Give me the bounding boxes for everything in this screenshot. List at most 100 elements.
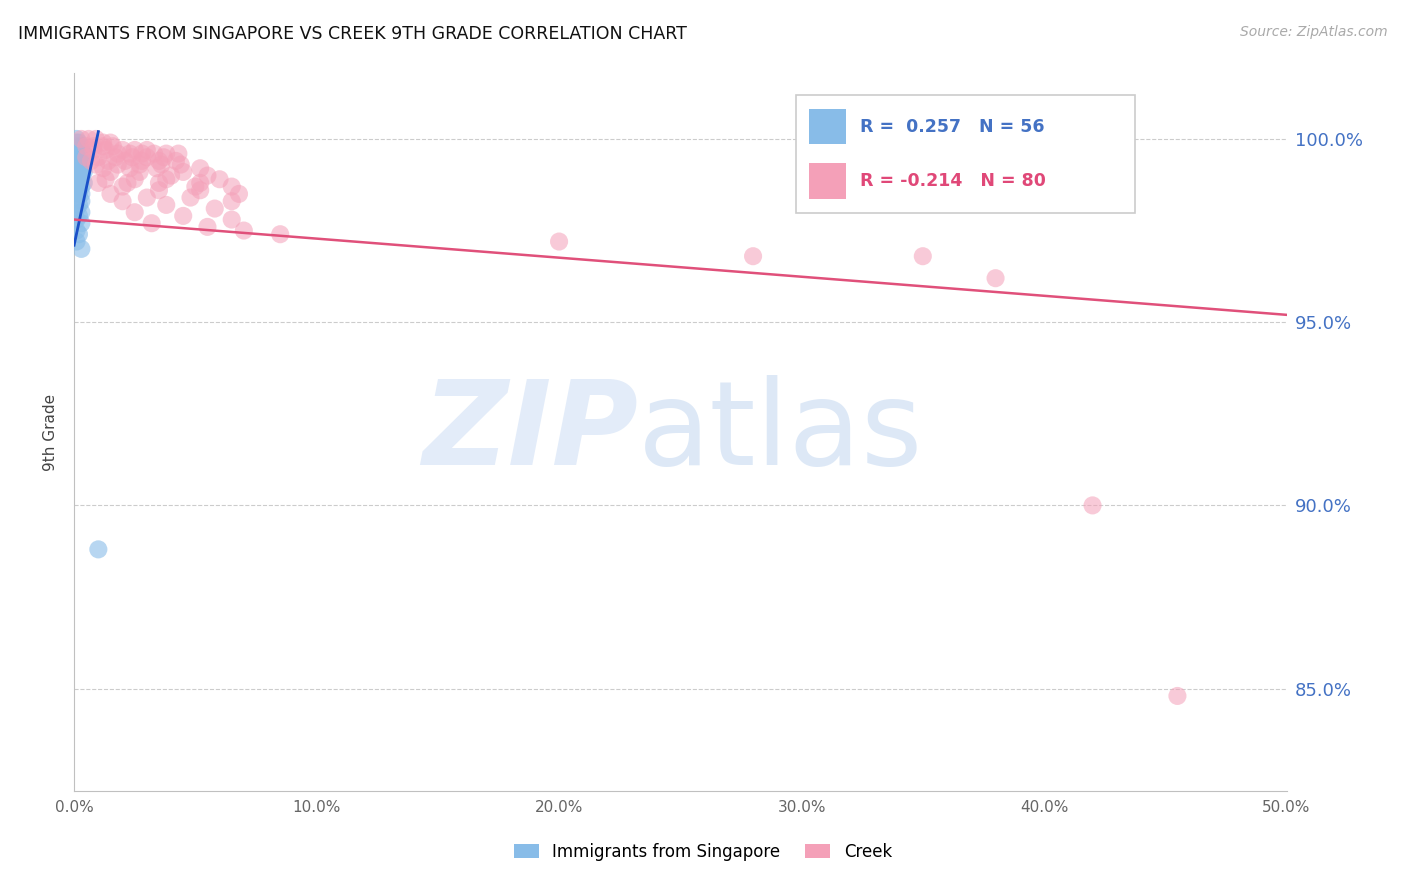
Point [73,146,96,161]
Point [188,176,211,190]
Point [65,143,87,157]
Point [148,176,170,190]
Point [94,143,117,157]
Point [111,179,134,194]
Point [188,161,211,176]
Point [70,216,93,230]
Point [67,227,90,242]
Point [111,194,134,209]
Point [75,139,97,153]
Point [131,146,153,161]
Point [75,150,97,164]
Point [179,190,201,204]
Point [121,150,143,164]
Point [197,219,219,234]
Point [184,179,207,194]
Point [67,186,90,201]
Point [65,172,87,186]
Point [67,165,90,179]
Point [141,216,163,230]
Point [100,186,122,201]
Point [111,143,134,157]
Point [911,249,934,263]
Point [70,179,93,194]
Point [1166,689,1188,703]
Point [172,209,194,223]
Point [65,146,87,161]
Point [65,176,87,190]
Point [197,169,219,183]
Point [65,183,87,197]
Point [70,143,93,157]
Point [70,186,93,201]
Point [87,176,110,190]
Point [67,176,90,190]
Point [82,143,104,157]
Point [117,176,139,190]
Point [70,242,93,256]
Point [118,146,141,161]
Point [167,146,190,161]
Point [65,136,87,150]
Point [101,139,124,153]
Point [65,132,87,146]
Point [65,212,87,227]
Point [188,183,211,197]
Point [145,161,167,176]
Point [155,146,177,161]
Point [65,169,87,183]
Point [131,153,153,168]
Point [65,158,87,172]
Point [135,143,157,157]
Point [107,146,129,161]
Point [67,158,90,172]
Point [221,179,243,194]
Point [65,161,87,176]
Point [155,172,177,186]
Point [73,153,96,168]
Point [65,223,87,237]
Legend: Immigrants from Singapore, Creek: Immigrants from Singapore, Creek [508,837,898,868]
Point [67,183,90,197]
Point [70,146,93,161]
Point [228,186,250,201]
Point [73,165,96,179]
Point [153,150,176,164]
Point [67,136,90,150]
Point [150,158,173,172]
Point [65,202,87,216]
Point [70,132,93,146]
Point [70,139,93,153]
Point [84,158,107,172]
Point [548,235,571,249]
Point [148,153,170,168]
Point [124,143,146,157]
Text: IMMIGRANTS FROM SINGAPORE VS CREEK 9TH GRADE CORRELATION CHART: IMMIGRANTS FROM SINGAPORE VS CREEK 9TH G… [18,25,688,43]
Point [114,153,136,168]
Point [82,139,104,153]
Point [70,158,93,172]
Point [91,161,114,176]
Point [742,249,765,263]
Point [91,139,114,153]
Point [67,153,90,168]
Point [984,271,1007,285]
Point [128,165,150,179]
Point [135,190,157,204]
Point [87,150,110,164]
Y-axis label: 9th Grade: 9th Grade [44,393,58,471]
Point [204,202,226,216]
Point [70,161,93,176]
Point [208,172,231,186]
Point [94,172,117,186]
Point [84,132,107,146]
Point [65,150,87,164]
Point [97,153,120,168]
Point [70,153,93,168]
Point [155,198,177,212]
Point [70,172,93,186]
Point [65,190,87,204]
Point [143,146,166,161]
Point [67,198,90,212]
Point [148,183,170,197]
